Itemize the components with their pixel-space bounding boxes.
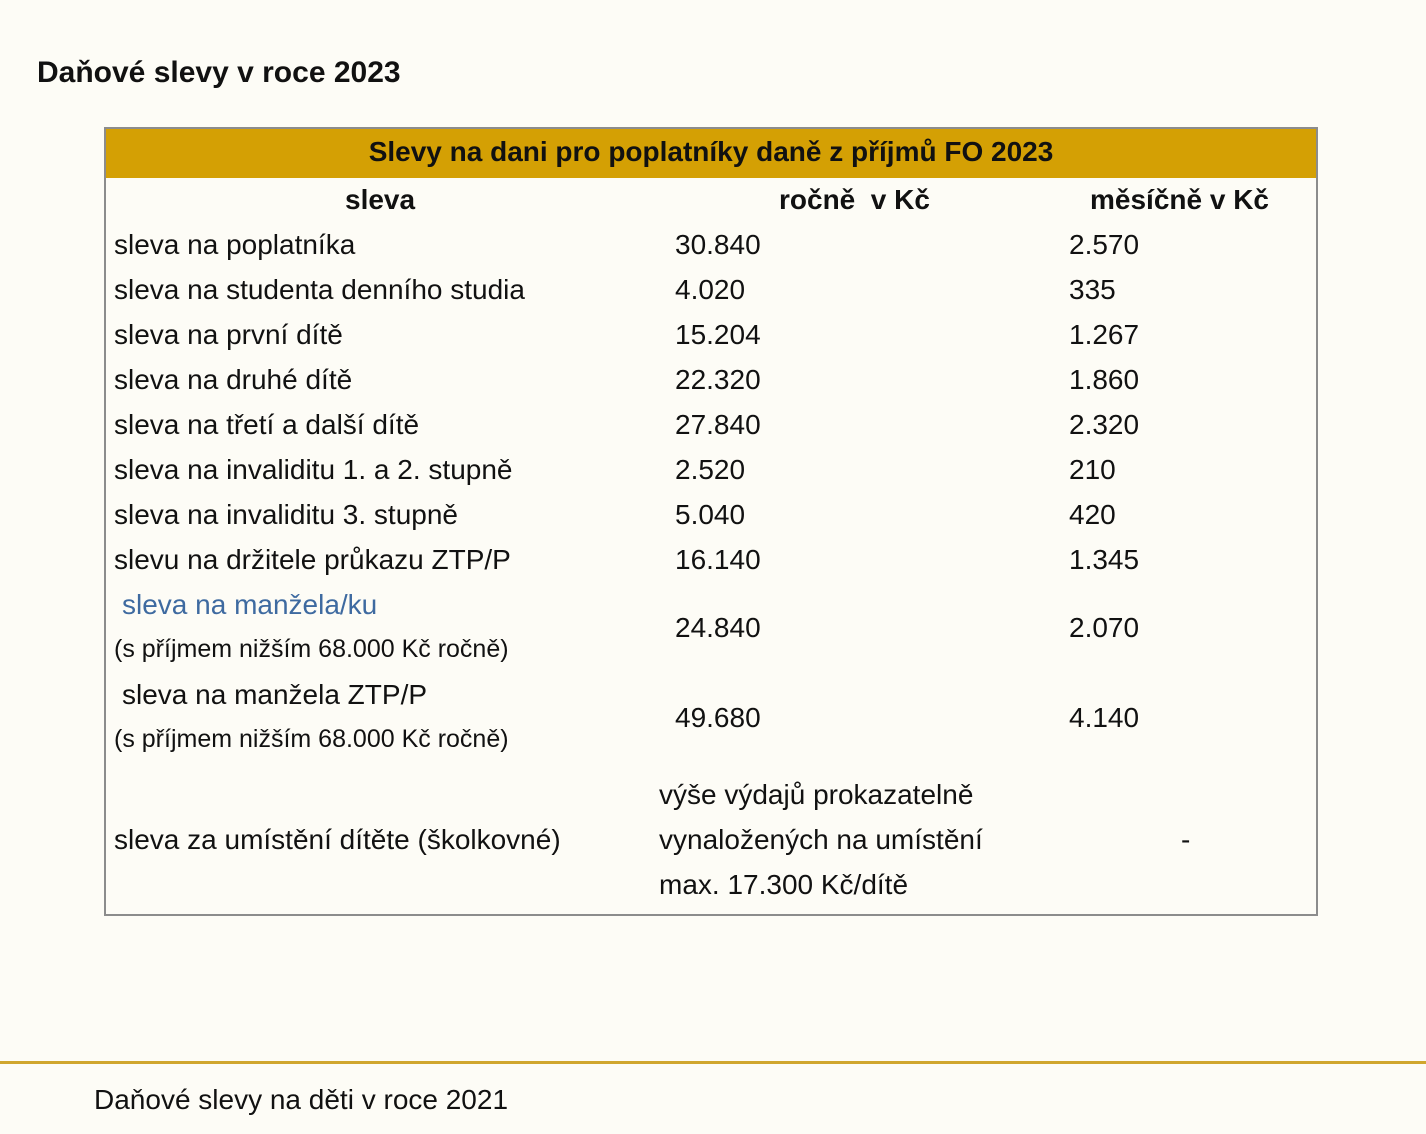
relief-monthly: 2.320	[1069, 409, 1140, 440]
kindergarten-yearly-line: výše výdajů prokazatelně	[659, 779, 974, 810]
spouse-relief-link[interactable]: sleva na manžela/ku	[122, 589, 378, 620]
relief-monthly: 1.267	[1069, 319, 1140, 350]
kindergarten-yearly-line: vynaložených na umístění	[659, 824, 983, 855]
relief-yearly: 5.040	[675, 499, 746, 530]
relief-yearly: 27.840	[675, 409, 761, 440]
relief-label: sleva na studenta denního studia	[114, 274, 525, 305]
table-row-kindergarten: sleva za umístění dítěte (školkovné) výš…	[106, 772, 1316, 907]
relief-label: sleva na invaliditu 3. stupně	[114, 499, 458, 530]
relief-monthly: 210	[1069, 454, 1116, 485]
relief-label: sleva na třetí a další dítě	[114, 409, 420, 440]
relief-yearly: 22.320	[675, 364, 761, 395]
kindergarten-label: sleva za umístění dítěte (školkovné)	[114, 824, 561, 855]
relief-yearly: 4.020	[675, 274, 746, 305]
relief-monthly: 2.570	[1069, 229, 1140, 260]
spouse-ztp-income-note: (s příjmem nižším 68.000 Kč ročně)	[114, 725, 509, 753]
relief-label: sleva na invaliditu 1. a 2. stupně	[114, 454, 513, 485]
table-caption: Slevy na dani pro poplatníky daně z příj…	[106, 129, 1316, 178]
table-row-spouse-ztp: sleva na manžela ZTP/P (s příjmem nižším…	[106, 672, 1316, 762]
page-title: Daňové slevy v roce 2023	[37, 56, 401, 89]
relief-label: sleva na druhé dítě	[114, 364, 353, 395]
relief-label: slevu na držitele průkazu ZTP/P	[114, 544, 511, 575]
column-header-monthly: měsíčně v Kč	[1090, 184, 1269, 215]
kindergarten-monthly: -	[1181, 824, 1191, 855]
relief-monthly: 420	[1069, 499, 1116, 530]
table-row-spouse: sleva na manžela/ku (s příjmem nižším 68…	[106, 582, 1316, 672]
spouse-ztp-label: sleva na manžela ZTP/P	[122, 679, 428, 710]
relief-yearly: 16.140	[675, 544, 761, 575]
relief-label: sleva na poplatníka	[114, 229, 356, 260]
tax-relief-table: Slevy na dani pro poplatníky daně z příj…	[104, 127, 1318, 916]
relief-yearly: 2.520	[675, 454, 746, 485]
spouse-income-note: (s příjmem nižším 68.000 Kč ročně)	[114, 635, 509, 663]
column-header-yearly: ročně v Kč	[779, 184, 930, 215]
footer-related-link[interactable]: Daňové slevy na děti v roce 2021	[94, 1084, 509, 1115]
relief-monthly: 1.345	[1069, 544, 1140, 575]
relief-label: sleva na první dítě	[114, 319, 343, 350]
relief-monthly: 2.070	[1069, 612, 1140, 643]
relief-yearly: 24.840	[675, 612, 761, 643]
relief-monthly: 335	[1069, 274, 1116, 305]
relief-yearly: 15.204	[675, 319, 761, 350]
relief-monthly: 4.140	[1069, 702, 1140, 733]
column-header-relief: sleva	[345, 184, 416, 215]
kindergarten-yearly-line: max. 17.300 Kč/dítě	[659, 869, 909, 900]
relief-yearly: 30.840	[675, 229, 761, 260]
relief-monthly: 1.860	[1069, 364, 1140, 395]
footer-divider	[0, 1061, 1426, 1064]
relief-yearly: 49.680	[675, 702, 761, 733]
